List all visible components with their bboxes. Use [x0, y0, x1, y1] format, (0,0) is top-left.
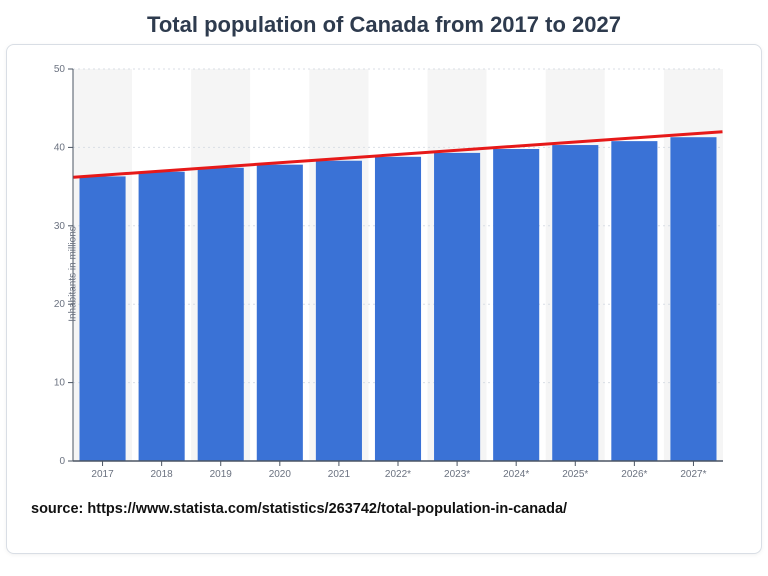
x-tick-label: 2023*	[444, 469, 470, 480]
y-tick-label: 20	[54, 299, 66, 310]
x-tick-label: 2026*	[621, 469, 647, 480]
bar	[80, 176, 126, 461]
y-axis-label: Inhabitants in millions	[67, 226, 78, 322]
population-bar-chart: 0 10 20 30 40 50 2017 2018 2019 2020 2021 2022* 2023…	[25, 59, 735, 489]
chart-area: Inhabitants in millions 0 10 20 30 40 50 2017 2…	[25, 59, 743, 489]
chart-title: Total population of Canada from 2017 to …	[6, 12, 762, 38]
bar	[139, 172, 185, 461]
x-tick-label: 2022*	[385, 469, 411, 480]
bar	[670, 137, 716, 461]
chart-card: Inhabitants in millions 0 10 20 30 40 50 2017 2…	[6, 44, 762, 554]
x-tick-label: 2025*	[562, 469, 588, 480]
x-tick-label: 2017	[91, 469, 114, 480]
x-tick-label: 2018	[151, 469, 174, 480]
x-tick-label: 2027*	[680, 469, 706, 480]
source-text: source: https://www.statista.com/statist…	[25, 501, 743, 517]
y-tick-label: 40	[54, 142, 66, 153]
y-tick-label: 30	[54, 221, 66, 232]
y-tick-label: 10	[54, 378, 66, 389]
x-tick-label: 2020	[269, 469, 292, 480]
bar	[493, 149, 539, 461]
x-tick-label: 2021	[328, 469, 351, 480]
bar	[316, 161, 362, 461]
x-tick-label: 2019	[210, 469, 233, 480]
bar	[552, 145, 598, 461]
x-tick-label: 2024*	[503, 469, 529, 480]
y-tick-label: 50	[54, 64, 66, 75]
y-tick-label: 0	[59, 456, 65, 467]
bar	[198, 168, 244, 461]
bar	[611, 141, 657, 461]
bar	[257, 165, 303, 461]
bar	[434, 153, 480, 461]
bar	[375, 157, 421, 461]
